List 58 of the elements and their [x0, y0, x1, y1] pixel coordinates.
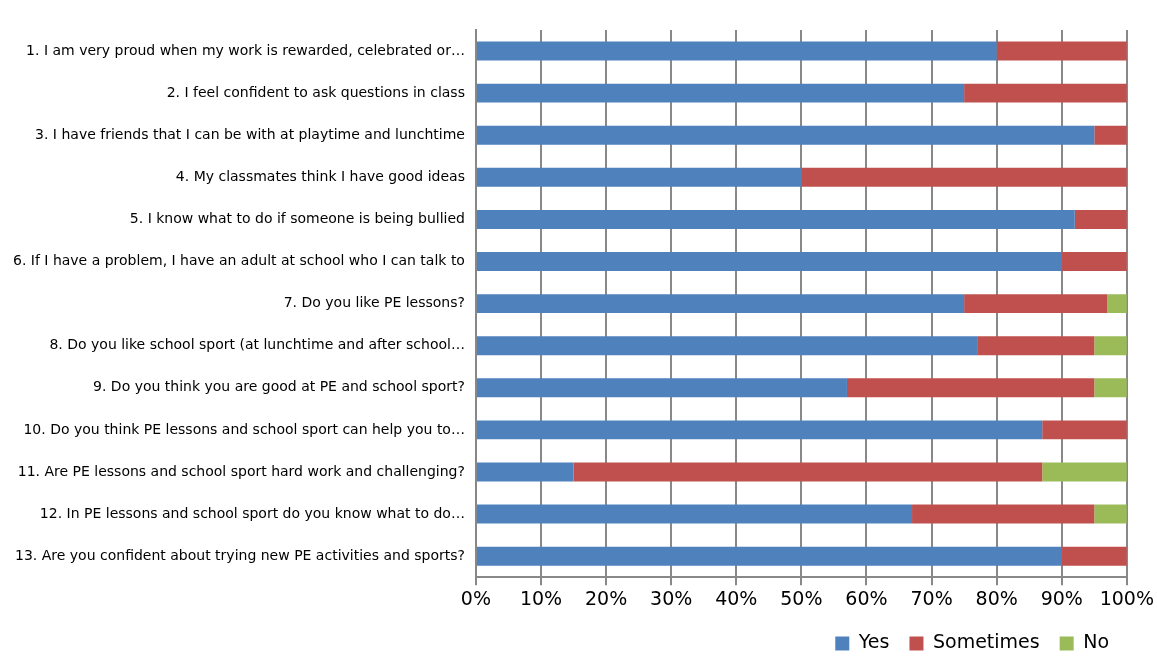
- bar: [476, 252, 1062, 271]
- bar: [476, 504, 913, 524]
- bar: [1107, 294, 1127, 314]
- bar: [964, 294, 1108, 314]
- bar: [476, 209, 1075, 229]
- y-tick-label: 3. I have friends that I can be with at playtime and lunchtime: [35, 125, 465, 142]
- bar: [476, 336, 978, 356]
- bar: [476, 420, 1043, 440]
- bar: [1042, 462, 1127, 482]
- y-tick-label: 13. Are you confident about trying new PE activities and sports?: [15, 546, 465, 563]
- bar: [964, 83, 1127, 103]
- bar: [476, 83, 965, 103]
- bar: [977, 336, 1095, 356]
- legend-label: No: [1083, 630, 1110, 653]
- bar: [1094, 504, 1127, 524]
- x-tick-label: 50%: [780, 586, 823, 609]
- x-tick-label: 30%: [650, 586, 693, 609]
- x-tick-label: 60%: [845, 586, 888, 609]
- bar: [573, 462, 1043, 482]
- bar: [912, 504, 1095, 524]
- bar: [1094, 125, 1127, 145]
- bar: [1094, 336, 1127, 356]
- bar: [1042, 420, 1127, 440]
- bar: [476, 41, 997, 61]
- bar: [1074, 209, 1127, 229]
- bar: [1061, 546, 1127, 566]
- bar: [1094, 378, 1127, 398]
- bar: [476, 378, 847, 398]
- x-tick-label: 70%: [910, 586, 953, 609]
- x-tick-label: 100%: [1099, 586, 1154, 609]
- bar: [476, 167, 802, 187]
- bar: [801, 167, 1127, 187]
- y-tick-label: 12. In PE lessons and school sport do you know what to do…: [39, 504, 465, 521]
- legend-label: Sometimes: [932, 630, 1040, 653]
- x-tick-label: 0%: [460, 586, 492, 609]
- legend-label: Yes: [857, 630, 890, 653]
- bar: [476, 462, 574, 482]
- bar: [476, 125, 1095, 145]
- y-tick-label: 7. Do you like PE lessons?: [283, 294, 465, 311]
- y-tick-label: 4. My classmates think I have good ideas: [175, 167, 465, 184]
- y-tick-label: 5. I know what to do if someone is being bullied: [129, 210, 465, 227]
- x-tick-label: 20%: [585, 586, 628, 609]
- x-tick-label: 10%: [519, 586, 563, 609]
- bar: [1061, 252, 1127, 271]
- y-tick-label: 8. Do you like school sport (at lunchtime and after school…: [49, 336, 465, 353]
- y-tick-label: 1. I am very proud when my work is rewarded, celebrated or…: [26, 41, 465, 58]
- bar: [476, 294, 965, 314]
- x-tick-label: 90%: [1040, 586, 1083, 609]
- y-tick-label: 2. I feel confident to ask questions in class: [166, 83, 465, 100]
- x-tick-label: 40%: [715, 586, 758, 609]
- y-tick-label: 10. Do you think PE lessons and school sport can help you to…: [23, 420, 465, 437]
- x-tick-label: 80%: [975, 586, 1018, 609]
- y-tick-label: 6. If I have a problem, I have an adult at school who I can talk to: [12, 252, 465, 269]
- bar: [476, 546, 1062, 566]
- bar: [846, 378, 1095, 398]
- y-tick-label: 11. Are PE lessons and school sport hard work and challenging?: [17, 462, 465, 479]
- bar: [996, 41, 1127, 61]
- y-tick-label: 9. Do you think you are good at PE and school sport?: [93, 378, 465, 395]
